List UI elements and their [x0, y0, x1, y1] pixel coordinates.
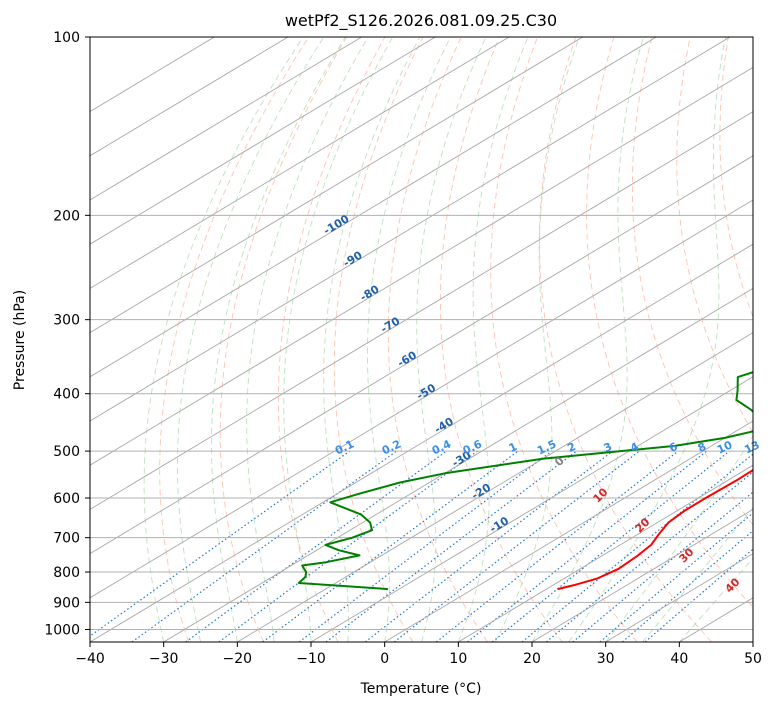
y-axis-label: Pressure (hPa) [12, 290, 28, 390]
y-tick-label: 700 [53, 531, 80, 547]
x-tick-label: 10 [449, 651, 467, 667]
y-tick-label: 800 [53, 565, 80, 581]
y-axis: 1000 900 800 700 600 500 400 300 200 100 [44, 30, 90, 638]
isotherm-line [752, 641, 753, 642]
moist-adiabat-line [143, 37, 304, 642]
x-tick-label: −20 [223, 651, 253, 667]
isotherm-line [90, 243, 753, 642]
mixing-ratio-line [90, 450, 351, 637]
x-tick-label: 30 [597, 651, 615, 667]
mixing-ratio-line [572, 491, 753, 642]
mixing-ratio-line [364, 450, 614, 642]
dry-adiabat-line [439, 37, 563, 642]
y-tick-label: 600 [53, 491, 80, 507]
y-tick-label: 500 [53, 444, 80, 460]
y-tick-label: 100 [53, 30, 80, 46]
isotherm-line [90, 37, 657, 378]
mixing-ratio-line [545, 471, 753, 642]
dry-adiabat-line [277, 37, 386, 642]
plot-background [90, 37, 753, 642]
dry-adiabat-line [219, 37, 348, 642]
isotherm-line [90, 37, 510, 289]
mixing-ratio-line [491, 450, 730, 642]
moist-adiabat-line [210, 37, 346, 642]
dry-adiabat-line [159, 37, 309, 642]
dry-adiabat-line [631, 37, 753, 526]
mixing-ratio-line [521, 453, 753, 642]
y-tick-label: 300 [53, 313, 80, 329]
isotherm-line [90, 37, 362, 201]
moist-adiabat-line [531, 37, 644, 642]
dry-adiabat-line [387, 37, 488, 642]
moist-adiabat-line [323, 37, 421, 642]
isotherm-line [384, 420, 753, 642]
isotherm-line [237, 332, 753, 642]
isotherm-line [163, 287, 753, 642]
mixing-ratio-line [218, 450, 478, 642]
mixing-ratio-line [467, 450, 708, 642]
x-tick-label: 50 [744, 651, 762, 667]
isotherm-line [90, 37, 289, 157]
mixing-ratio-label: 10 [715, 438, 735, 456]
moist-adiabat-line [642, 506, 753, 642]
isotherm-line [310, 376, 753, 642]
moist-adiabat-line [416, 37, 487, 642]
x-axis-label: Temperature (°C) [360, 681, 482, 697]
isotherm-lines [90, 37, 753, 642]
dewpoint-profile-line [297, 371, 753, 591]
isotherm-line [90, 66, 753, 466]
x-tick-label: −40 [75, 651, 105, 667]
plot-frame [89, 36, 754, 643]
x-tick-label: −30 [149, 651, 179, 667]
x-tick-label: 20 [523, 651, 541, 667]
isotherm-line [90, 111, 753, 510]
x-tick-label: 40 [670, 651, 688, 667]
isotherm-line [90, 37, 731, 422]
moist-adiabat-line [605, 435, 753, 642]
mixing-ratio-line [325, 450, 577, 642]
moist-adiabat-line [457, 37, 529, 642]
isotherm-line [90, 155, 753, 555]
isotherm-line [90, 199, 753, 599]
dry-adiabat-line [762, 37, 775, 642]
y-tick-label: 900 [53, 595, 80, 611]
x-tick-label: 0 [380, 651, 389, 667]
moist-adiabat-line [494, 37, 580, 642]
background-lines [90, 37, 775, 642]
profile-series [297, 371, 753, 591]
y-tick-label: 200 [53, 208, 80, 224]
x-tick-label: −10 [296, 651, 326, 667]
mixing-ratio-line [131, 450, 397, 642]
x-axis: −40 −30 −20 −10 0 10 20 30 40 50 [75, 642, 762, 667]
dry-adiabat-line [333, 37, 424, 642]
moist-adiabat-line [568, 37, 726, 642]
isotherm-line [458, 464, 753, 642]
dry-adiabat-line [490, 37, 638, 642]
mixing-ratio-label: 13 [742, 438, 761, 456]
moist-adiabat-line [246, 37, 369, 642]
y-tick-label: 1000 [44, 622, 80, 638]
y-tick-label: 400 [53, 387, 80, 403]
temperature-profile-line [557, 468, 753, 591]
mixing-ratio-line [599, 512, 753, 642]
isotherm-line [90, 37, 583, 334]
isotherm-line [531, 508, 753, 642]
mixing-ratio-line [622, 529, 753, 642]
moist-adiabat-line [176, 37, 325, 642]
isotherm-line [90, 37, 436, 245]
mixing-ratio-line [298, 450, 553, 642]
chart-title: wetPf2_S126.2026.081.09.25.C30 [285, 11, 557, 31]
